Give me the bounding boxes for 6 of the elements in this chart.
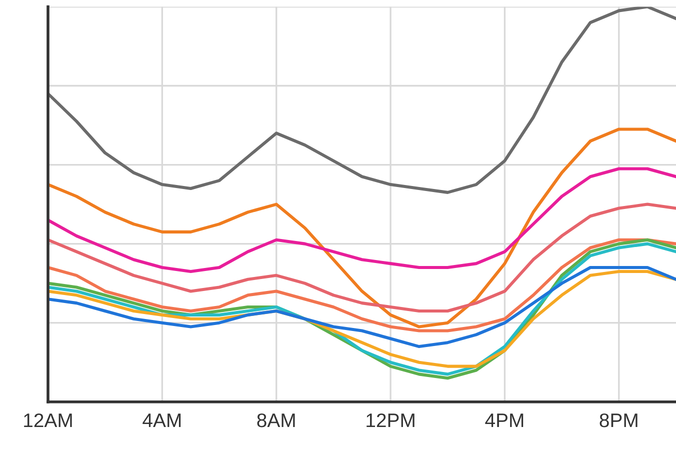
x-tick-label: 4AM xyxy=(142,414,181,428)
x-tick-label: 8PM xyxy=(600,413,638,428)
x-tick-label: 8AM xyxy=(257,413,295,428)
x-tick-label: 4PM xyxy=(485,414,524,428)
x-tick-label: 12PM xyxy=(366,413,414,428)
x-tick-label: 12AM xyxy=(24,413,72,428)
